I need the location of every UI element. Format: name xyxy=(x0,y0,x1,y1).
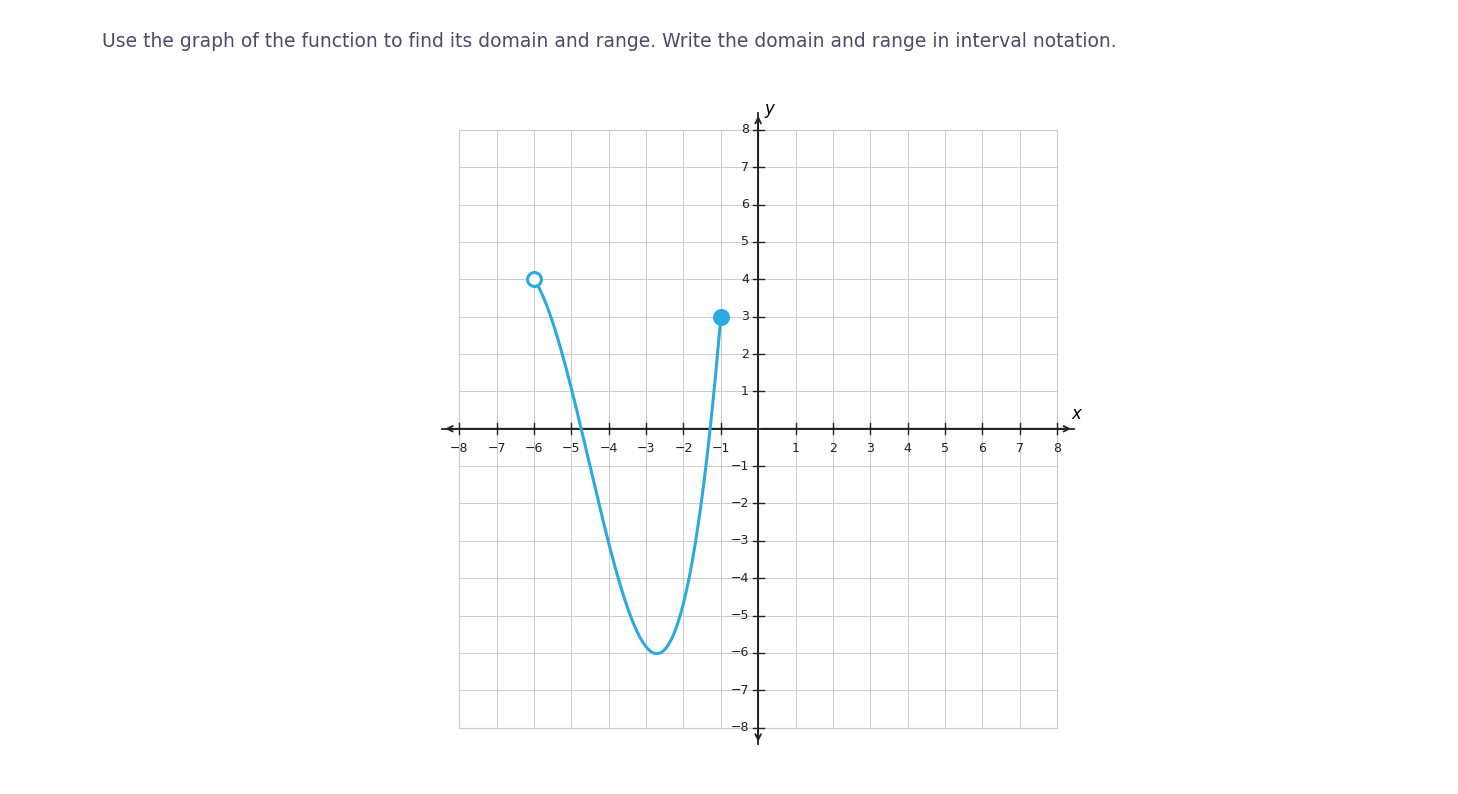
Text: −3: −3 xyxy=(730,534,749,547)
Text: 4: 4 xyxy=(741,273,749,286)
Text: −6: −6 xyxy=(730,646,749,660)
Text: 3: 3 xyxy=(741,310,749,323)
Text: 7: 7 xyxy=(741,160,749,174)
Text: 8: 8 xyxy=(1053,441,1061,455)
Text: −2: −2 xyxy=(730,497,749,510)
Text: −5: −5 xyxy=(730,609,749,622)
Text: $y$: $y$ xyxy=(764,102,776,120)
Text: 6: 6 xyxy=(741,198,749,211)
Text: 1: 1 xyxy=(792,441,799,455)
Text: 5: 5 xyxy=(741,236,749,249)
Text: 1: 1 xyxy=(741,385,749,398)
Text: 2: 2 xyxy=(830,441,837,455)
Text: −1: −1 xyxy=(730,460,749,472)
Text: −2: −2 xyxy=(674,441,693,455)
Text: −7: −7 xyxy=(487,441,506,455)
Text: −1: −1 xyxy=(712,441,730,455)
Text: −4: −4 xyxy=(730,572,749,584)
Text: 5: 5 xyxy=(940,441,949,455)
Text: 2: 2 xyxy=(741,348,749,360)
Text: Use the graph of the function to find its domain and range. Write the domain and: Use the graph of the function to find it… xyxy=(102,32,1117,51)
Text: −6: −6 xyxy=(525,441,544,455)
Text: −7: −7 xyxy=(730,684,749,697)
Text: 8: 8 xyxy=(741,123,749,137)
Text: 7: 7 xyxy=(1016,441,1024,455)
Text: −8: −8 xyxy=(451,441,468,455)
Text: $x$: $x$ xyxy=(1072,405,1083,423)
Text: −5: −5 xyxy=(563,441,580,455)
Text: 3: 3 xyxy=(866,441,875,455)
Text: 6: 6 xyxy=(978,441,986,455)
Text: −8: −8 xyxy=(730,721,749,734)
Text: −4: −4 xyxy=(599,441,618,455)
Text: −3: −3 xyxy=(637,441,655,455)
Text: 4: 4 xyxy=(904,441,911,455)
